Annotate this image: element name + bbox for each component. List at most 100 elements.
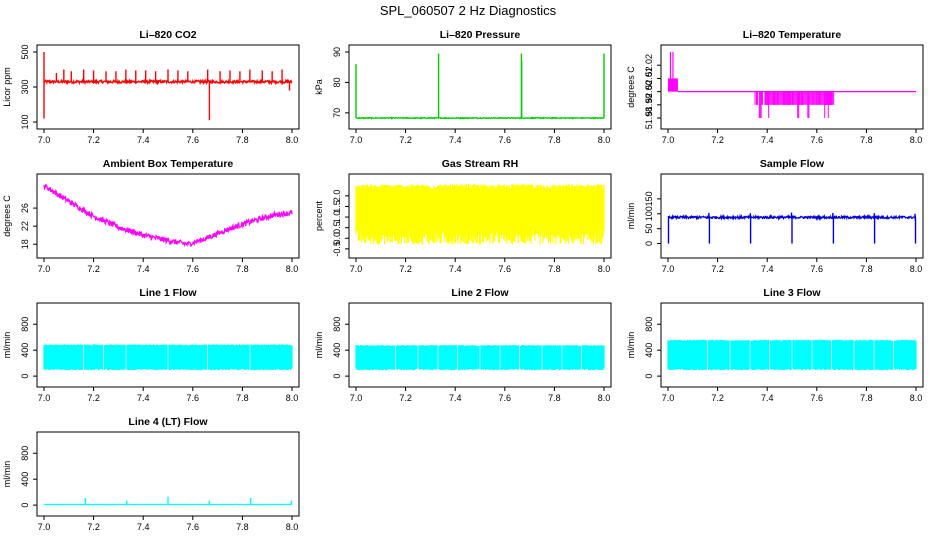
x-tick-label: 7.4 [137,135,150,145]
x-tick-label: 8.0 [286,264,299,274]
y-tick-label: 0 [644,374,654,379]
x-tick-label: 7.0 [662,393,675,403]
plot-frame [36,302,300,388]
y-tick-label: 0 [644,241,654,246]
x-tick-label: 7.6 [811,135,824,145]
x-tick-label: 7.6 [187,135,200,145]
y-tick-label: 500 [20,44,30,59]
panel-title: Li–820 CO2 [139,29,196,41]
plot-area [355,53,605,120]
x-tick-label: 7.4 [449,393,462,403]
y-tick-label: 400 [332,343,342,358]
x-tick-label: 7.0 [662,264,675,274]
x-tick-label: 7.6 [187,393,200,403]
plot-area [355,184,605,245]
plot-area [43,344,293,371]
x-tick-label: 7.0 [38,135,51,145]
plot-area [355,345,605,371]
y-tick-label: 1.0 [332,211,342,224]
panel-title: Line 4 (LT) Flow [128,416,208,428]
x-tick-label: 7.4 [449,264,462,274]
x-tick-label: 8.0 [286,393,299,403]
panel-title: Line 1 Flow [139,287,197,299]
y-tick-label: 800 [332,317,342,332]
plot-area [43,52,293,121]
x-tick-label: 8.0 [910,264,923,274]
x-tick-label: 8.0 [910,393,923,403]
chart-panel-6: Sample Flow ml/min 7.0 7.2 7.4 7.6 7.8 8.0 0 50 10… [626,158,924,274]
x-tick-label: 7.0 [350,135,363,145]
plot-area [668,52,916,119]
y-tick-label: 400 [644,343,654,358]
x-tick-label: 7.6 [499,393,512,403]
y-tick-label: 0 [20,374,30,379]
x-tick-label: 7.4 [449,135,462,145]
y-tick-label: 800 [20,317,30,332]
x-tick-label: 7.4 [761,393,774,403]
panel-title: Sample Flow [760,158,825,170]
x-tick-label: 7.4 [761,264,774,274]
y-tick-label: 300 [20,79,30,94]
y-tick-label: 400 [20,472,30,487]
y-tick-label: 26 [20,203,30,213]
x-tick-label: 7.2 [87,264,100,274]
high-block [668,78,678,92]
y-tick-label: 0.0 [332,232,342,245]
y-tick-label: 51.98 [644,107,654,130]
plot-area [43,496,293,506]
x-tick-label: 7.6 [187,264,200,274]
plot-frame [348,44,612,130]
chart-panel-9: Line 3 Flow ml/min 7.0 7.2 7.4 7.6 7.8 8.0 0 400 8… [626,287,924,403]
x-tick-label: 7.0 [662,135,675,145]
y-tick-label: -0.5 [332,241,342,257]
y-axis-label: percent [314,200,324,231]
x-tick-label: 7.6 [499,264,512,274]
y-tick-label: 150 [644,191,654,206]
y-axis-label: ml/min [2,461,12,488]
plot-area [43,184,293,248]
x-tick-label: 7.4 [137,393,150,403]
x-tick-label: 7.8 [548,135,561,145]
series-line [43,184,293,248]
y-tick-label: 0 [332,374,342,379]
figure-title: SPL_060507 2 Hz Diagnostics [380,3,557,18]
x-tick-label: 7.8 [860,393,873,403]
y-tick-label: 100 [644,206,654,221]
panel-title: Li–820 Pressure [440,29,521,41]
x-tick-label: 7.8 [860,135,873,145]
panel-title: Line 3 Flow [763,287,821,299]
x-tick-label: 7.8 [236,135,249,145]
y-tick-label: 100 [20,114,30,129]
x-tick-label: 7.2 [87,522,100,532]
series-line [355,116,604,120]
y-tick-label: 400 [20,343,30,358]
y-tick-label: 50 [644,224,654,234]
x-tick-label: 8.0 [598,393,611,403]
x-tick-label: 7.2 [711,135,724,145]
x-tick-label: 8.0 [286,522,299,532]
y-tick-label: 2.0 [332,190,342,203]
x-tick-label: 7.8 [236,522,249,532]
y-tick-label: 70 [332,108,342,118]
x-tick-label: 7.6 [499,135,512,145]
chart-panel-8: Line 2 Flow ml/min 7.0 7.2 7.4 7.6 7.8 8.0 0 400 8… [314,287,612,403]
x-tick-label: 7.0 [350,264,363,274]
panel-title: Line 2 Flow [451,287,509,299]
chart-panel-4: Ambient Box Temperature degrees C 7.0 7.2 7.… [2,158,300,274]
y-tick-label: 800 [644,317,654,332]
x-tick-label: 8.0 [598,135,611,145]
chart-panel-10: Line 4 (LT) Flow ml/min 7.0 7.2 7.4 7.6 7.8 8.0… [2,416,300,532]
y-tick-label: 52.02 [644,54,654,77]
plot-frame [36,173,300,259]
x-tick-label: 7.2 [711,264,724,274]
plot-area [667,339,917,371]
y-axis-label: Licor ppm [2,67,12,107]
x-tick-label: 7.8 [860,264,873,274]
y-tick-label: 52.01 [644,67,654,90]
x-tick-label: 8.0 [286,135,299,145]
plot-frame [348,302,612,388]
chart-panel-2: Li–820 Pressure kPa 7.0 7.2 7.4 7.6 7.8 8.0 70 80… [314,29,612,145]
x-tick-label: 8.0 [598,264,611,274]
chart-panel-1: Li–820 CO2 Licor ppm 7.0 7.2 7.4 7.6 7.8 8.0 100… [2,29,300,145]
x-tick-label: 7.6 [811,393,824,403]
